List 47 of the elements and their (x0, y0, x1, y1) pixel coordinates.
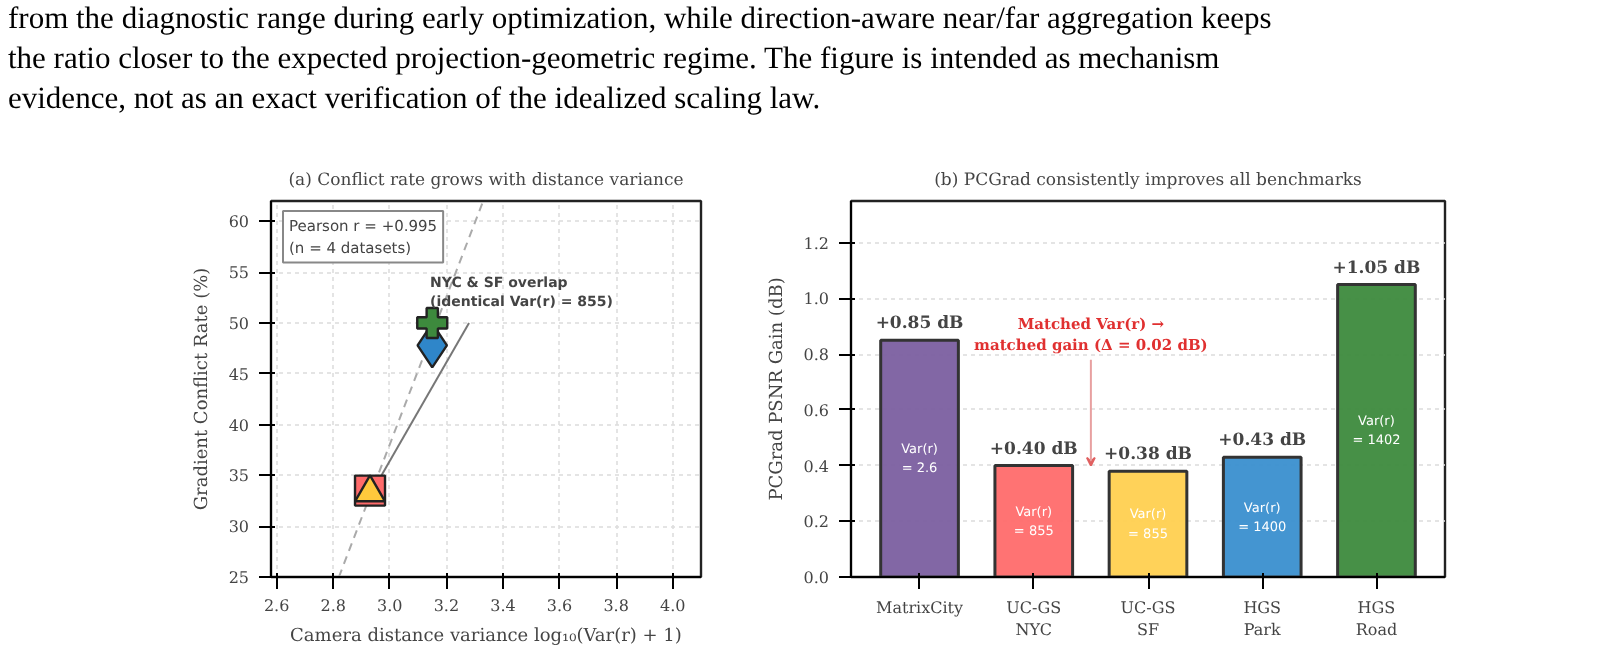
x-tick-label: 3.6 (546, 597, 573, 615)
chart-title: (a) Conflict rate grows with distance variance (288, 171, 684, 191)
x-tick-label: 3.8 (603, 597, 629, 615)
y-tick-label: 1.2 (803, 234, 830, 253)
y-tick-label: 45 (228, 365, 250, 384)
x-tick-label: UC-GS SF (1120, 599, 1176, 639)
y-tick-label: 60 (228, 213, 250, 232)
y-axis-title: Gradient Conflict Rate (%) (192, 267, 213, 511)
y-tick-label: 25 (228, 569, 250, 587)
y-axis-title: PCGrad PSNR Gain (dB) (767, 277, 788, 501)
chart-title: (b) PCGrad consistently improves all benchmarks (934, 171, 1362, 191)
text: evidence, not as an exact verification of the idealized scaling law. (8, 82, 821, 116)
y-tick-label: 0.0 (803, 569, 830, 587)
data-label: +0.40 dB (989, 439, 1078, 460)
x-tick-label: 3.4 (490, 597, 516, 615)
x-tick-label: 3.0 (377, 597, 403, 615)
y-tick-label: 0.4 (803, 457, 830, 476)
x-tick-label: MatrixCity (876, 599, 964, 617)
bar (1107, 469, 1189, 577)
y-tick-label: 50 (228, 314, 250, 333)
text: the ratio closer to the expected projection-geometric regime. The figure is intended as mechanism (8, 42, 1220, 76)
y-tick-label: 30 (228, 518, 250, 537)
x-tick-label: 2.8 (320, 597, 346, 615)
bar (993, 464, 1075, 577)
x-tick-label: 3.2 (433, 597, 460, 615)
x-tick-label: 2.6 (263, 597, 290, 615)
x-tick-label: 4.0 (659, 597, 686, 615)
y-tick-label: 35 (228, 467, 250, 486)
bar (1221, 455, 1303, 577)
x-tick-label: UC-GS NYC (1006, 599, 1062, 639)
data-label: +0.85 dB (875, 314, 964, 335)
y-tick-label: 0.2 (803, 513, 830, 532)
y-tick-label: 40 (228, 416, 250, 435)
y-tick-label: 1.0 (803, 290, 830, 309)
point (416, 306, 449, 340)
data-label: +1.05 dB (1332, 258, 1421, 279)
x-tick-label: HGS Road (1355, 599, 1398, 639)
text: from the diagnostic range during early optimization, while direction-aware near/far aggregation keeps (8, 2, 1272, 36)
y-tick-label: 0.8 (803, 346, 830, 365)
data-label: +0.43 dB (1218, 431, 1307, 452)
y-tick-label: 55 (228, 264, 250, 283)
bar (879, 338, 960, 577)
y-tick-label: 0.6 (803, 401, 830, 420)
x-tick-label: HGS Park (1243, 599, 1282, 639)
x-axis-title: Camera distance variance log₁₀(Var(r) + 1) (290, 627, 682, 647)
bar (1336, 283, 1417, 577)
data-label: +0.38 dB (1104, 445, 1192, 466)
